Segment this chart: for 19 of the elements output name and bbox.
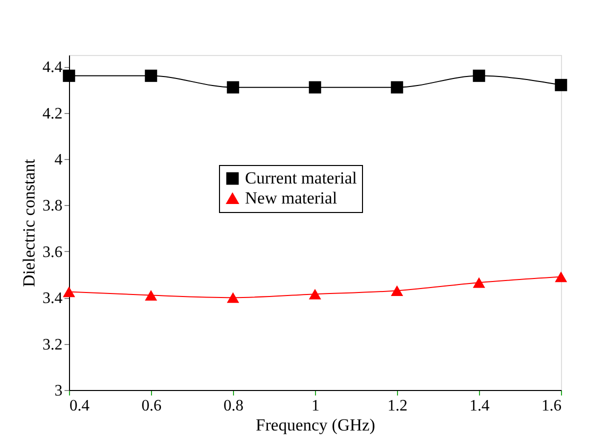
y-tick-label: 4: [54, 151, 62, 168]
y-tick-label: 3.4: [42, 290, 62, 308]
legend-label: Current material: [245, 168, 358, 188]
x-tick-label: 0.8: [224, 398, 244, 414]
y-tick-label: 4.2: [42, 105, 62, 122]
y-tick-label: 3.6: [42, 244, 62, 261]
y-tick-label: 4.4: [42, 59, 62, 76]
y-tick-label: 3.8: [42, 198, 62, 215]
y-axis-title: Dielectric constant: [20, 158, 38, 287]
y-tick-label: 3: [54, 382, 62, 400]
x-tick-label: 0.4: [70, 398, 90, 414]
x-tick-label: 1.2: [388, 398, 408, 414]
x-tick-label: 1.4: [470, 398, 490, 414]
x-tick-label: 1.6: [542, 398, 562, 414]
x-axis-title: Frequency (GHz): [256, 416, 376, 434]
y-tick-label: 3.2: [42, 336, 62, 354]
x-tick-label: 1: [312, 398, 320, 414]
x-tick-label: 0.6: [142, 398, 162, 414]
legend-label: New material: [245, 188, 338, 208]
